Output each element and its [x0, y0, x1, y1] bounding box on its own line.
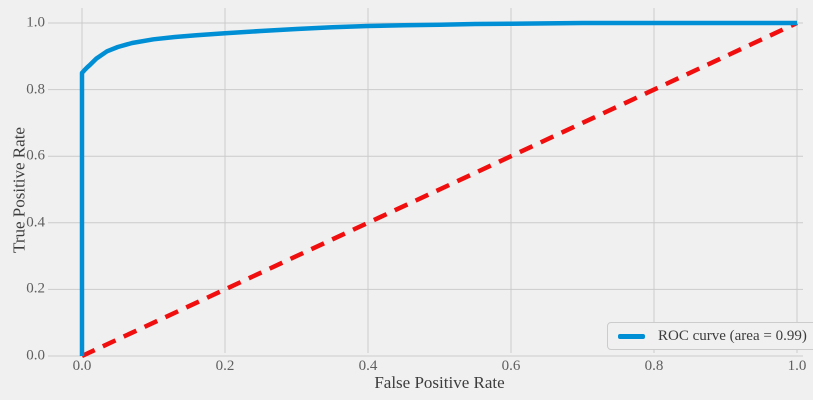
- legend: ROC curve (area = 0.99): [607, 322, 813, 350]
- x-tick-label: 0.0: [72, 358, 92, 374]
- y-tick-label: 0.4: [26, 214, 45, 231]
- roc-curve-legend-swatch-line: [618, 333, 645, 339]
- y-tick-label: 0.6: [26, 147, 45, 164]
- y-axis-label: True Positive Rate: [9, 126, 29, 253]
- y-tick-label: 0.0: [26, 347, 45, 364]
- x-tick-label: 0.8: [644, 358, 664, 374]
- roc-curve-legend-label: ROC curve (area = 0.99): [658, 327, 807, 344]
- x-tick-label: 0.2: [215, 358, 235, 374]
- x-tick-label: 0.4: [358, 358, 378, 374]
- x-axis-label: False Positive Rate: [374, 373, 505, 392]
- y-tick-label: 0.2: [26, 280, 45, 297]
- x-tick-label: 0.6: [501, 358, 521, 374]
- y-tick-label: 0.8: [26, 81, 45, 98]
- y-tick-label: 1.0: [26, 14, 45, 31]
- x-tick-label: 1.0: [787, 358, 807, 374]
